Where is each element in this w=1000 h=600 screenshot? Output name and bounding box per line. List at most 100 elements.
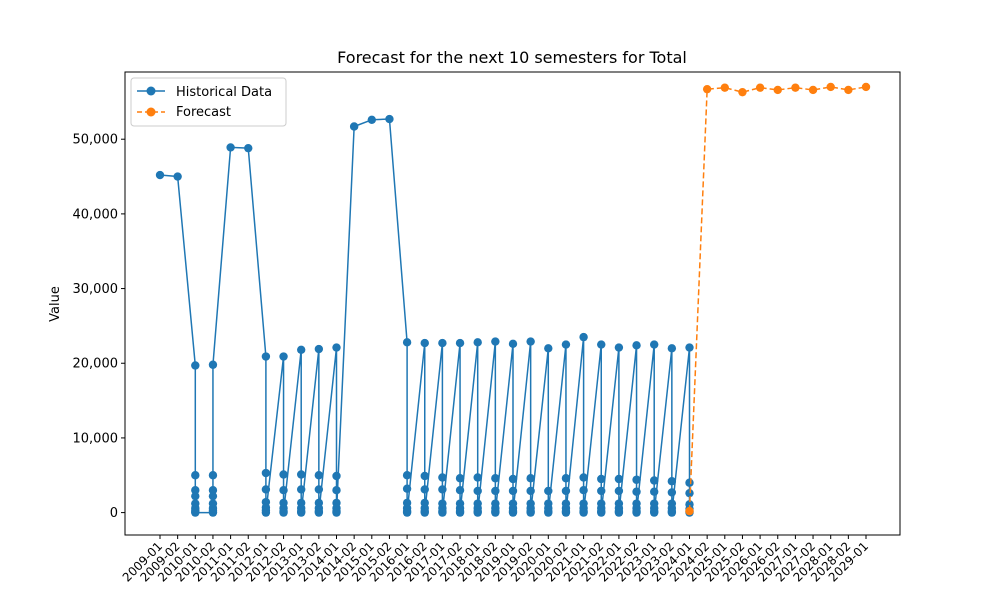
data-point-s0-5	[191, 491, 200, 501]
data-point-s0-38	[297, 485, 306, 494]
data-point-s0-18	[208, 471, 218, 480]
data-point-s0-28	[261, 508, 271, 517]
data-point-s0-19	[208, 360, 218, 369]
data-point-s0-24	[261, 485, 271, 494]
data-point-s0-4	[191, 485, 200, 495]
data-point-s0-22	[261, 352, 271, 361]
data-point-s0-131	[579, 485, 588, 495]
data-point-s1-3	[738, 87, 747, 97]
y-axis-label: Value	[48, 286, 63, 322]
data-point-s0-97	[491, 486, 500, 496]
data-point-s0-164	[667, 344, 677, 353]
data-point-s0-59	[385, 114, 394, 124]
data-point-s0-135	[579, 508, 588, 517]
data-point-s0-74	[438, 338, 447, 348]
data-point-s0-30	[279, 470, 288, 479]
data-point-s0-35	[279, 508, 288, 517]
legend-forecast-marker	[146, 107, 156, 117]
data-point-s0-149	[614, 508, 624, 517]
data-point-s1-8	[826, 82, 835, 92]
data-point-s0-51	[332, 471, 341, 481]
data-point-s0-62	[402, 484, 412, 493]
data-point-s0-104	[508, 486, 518, 496]
data-point-s0-15	[208, 499, 218, 508]
data-point-s0-61	[402, 471, 412, 480]
data-point-s0-121	[544, 508, 553, 517]
data-point-s0-60	[402, 338, 412, 347]
data-point-s0-166	[667, 488, 677, 497]
chart-title: Forecast for the next 10 semesters for T…	[337, 48, 687, 67]
data-point-s0-110	[526, 474, 535, 483]
legend-forecast-label: Forecast	[176, 105, 231, 120]
data-point-s0-102	[508, 339, 518, 349]
axes-layer: 010,00020,00030,00040,00050,0002009-0120…	[73, 71, 901, 585]
data-point-s0-44	[314, 471, 324, 480]
data-point-s0-156	[632, 508, 641, 517]
data-point-s0-108	[508, 508, 518, 517]
data-point-s0-80	[438, 508, 447, 517]
data-point-s0-128	[561, 508, 571, 517]
y-tick-label: 20,000	[73, 357, 119, 372]
data-point-s0-37	[297, 470, 306, 479]
series-layer	[155, 82, 871, 517]
data-point-s0-16	[208, 491, 218, 501]
data-point-s0-10	[191, 508, 200, 517]
data-point-s1-4	[755, 83, 765, 92]
data-point-s0-144	[614, 474, 624, 484]
data-point-s0-96	[491, 474, 500, 483]
data-point-s0-137	[597, 474, 606, 484]
data-point-s0-45	[314, 485, 324, 494]
data-point-s0-122	[561, 340, 571, 349]
data-point-s0-116	[544, 344, 553, 353]
data-point-s0-68	[420, 471, 429, 481]
data-point-s0-66	[402, 508, 412, 517]
data-point-s0-163	[650, 508, 659, 517]
data-point-s0-36	[297, 345, 306, 354]
data-point-s0-109	[526, 337, 535, 346]
data-point-s0-165	[667, 477, 677, 486]
y-tick-label: 50,000	[73, 133, 119, 148]
data-point-s0-130	[579, 473, 588, 482]
data-point-s0-1	[173, 172, 182, 181]
legend-box	[130, 77, 287, 127]
data-point-s1-5	[773, 85, 782, 95]
data-point-s0-95	[491, 337, 500, 346]
data-point-s0-67	[420, 338, 429, 348]
data-point-s0-123	[561, 474, 571, 483]
y-tick-label: 30,000	[73, 282, 119, 297]
data-point-s0-29	[279, 352, 288, 361]
data-point-s0-115	[526, 508, 535, 517]
data-point-s0-136	[597, 340, 606, 349]
data-point-s0-42	[297, 508, 306, 517]
data-point-s0-152	[632, 487, 641, 496]
data-point-s1-0	[685, 506, 694, 516]
data-point-s0-49	[314, 508, 324, 517]
data-point-s0-138	[597, 486, 606, 496]
data-point-s0-117	[544, 486, 553, 496]
data-point-s0-73	[420, 508, 429, 517]
data-point-s0-170	[667, 508, 677, 517]
data-point-s0-57	[349, 122, 359, 131]
data-point-s0-159	[650, 487, 659, 496]
data-point-s0-111	[526, 486, 535, 496]
data-point-s0-81	[455, 338, 465, 348]
data-point-s0-90	[473, 486, 482, 496]
data-point-s0-142	[597, 508, 606, 517]
data-point-s0-83	[455, 485, 465, 495]
data-point-s0-103	[508, 474, 518, 484]
data-point-s1-2	[720, 83, 729, 92]
data-point-s0-157	[650, 340, 659, 349]
data-point-s0-171	[685, 343, 694, 352]
y-tick-label: 0	[110, 506, 118, 521]
data-point-s0-88	[473, 338, 482, 347]
data-point-s1-6	[791, 83, 800, 92]
data-point-s0-151	[632, 475, 641, 484]
data-point-s0-75	[438, 473, 447, 482]
data-point-s0-124	[561, 486, 571, 496]
data-point-s0-17	[208, 485, 218, 495]
data-point-s0-43	[314, 344, 324, 354]
data-point-s0-129	[579, 332, 588, 342]
data-point-s1-1	[702, 84, 712, 94]
data-point-s0-173	[685, 488, 694, 498]
